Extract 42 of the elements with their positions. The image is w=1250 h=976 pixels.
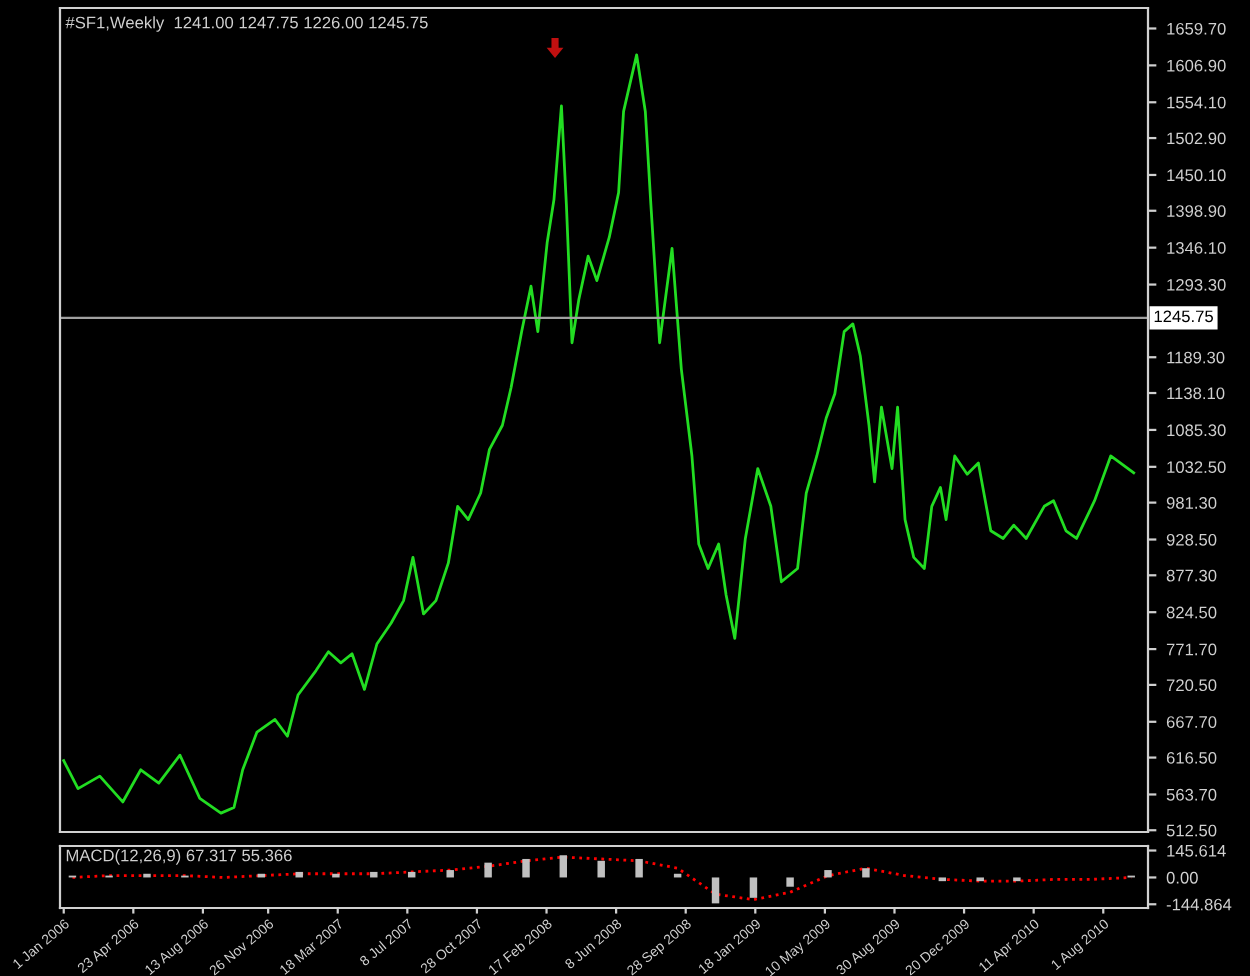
y-tick-label: 720.50: [1166, 679, 1217, 692]
bar: [786, 877, 794, 887]
y-tick-label: 145.614: [1167, 844, 1226, 857]
bar: [522, 858, 530, 878]
ref-line-label: 1245.75: [1154, 310, 1213, 323]
y-tick-label: 1032.50: [1167, 461, 1226, 474]
y-tick-label: 1398.90: [1167, 205, 1226, 217]
y-tick-label: 1346.10: [1167, 242, 1226, 254]
bar: [711, 877, 720, 904]
y-tick-label: 667.70: [1166, 716, 1217, 728]
y-tick-label: 1189.30: [1167, 351, 1225, 364]
y-tick-label: 512.50: [1166, 824, 1217, 837]
y-tick-label: 563.70: [1166, 788, 1217, 801]
chart-title: MACD(12,26,9) 67.317 55.366: [66, 849, 292, 865]
bar: [824, 870, 832, 878]
y-tick-label: 1293.30: [1167, 278, 1226, 291]
y-tick-label: 1138.10: [1167, 387, 1225, 400]
y-tick-label: 928.50: [1166, 533, 1217, 546]
bar: [635, 858, 643, 878]
y-tick-label: -144.864: [1166, 898, 1232, 911]
bar: [862, 868, 870, 878]
y-tick-label: 877.30: [1166, 569, 1217, 582]
y-tick-label: 1659.70: [1167, 22, 1226, 35]
line-series: [62, 53, 1136, 815]
y-tick-label: 1085.30: [1167, 424, 1226, 437]
y-tick-label: 824.50: [1166, 606, 1217, 619]
bar: [749, 877, 758, 898]
y-tick-label: 0.00: [1166, 871, 1198, 884]
bar: [559, 855, 568, 878]
y-tick-label: 616.50: [1166, 751, 1217, 764]
y-tick-label: 771.70: [1166, 643, 1217, 656]
bar: [446, 870, 454, 878]
bar: [295, 871, 303, 878]
chart-title: #SF1,Weekly 1241.00 1247.75 1226.00 1245.75: [65, 16, 428, 32]
y-tick-label: 1450.10: [1167, 169, 1226, 182]
y-tick-label: 981.30: [1166, 497, 1217, 509]
y-tick-label: 1502.90: [1167, 132, 1226, 145]
y-tick-label: 1606.90: [1167, 59, 1226, 72]
bar: [370, 871, 378, 878]
y-tick-label: 1554.10: [1167, 96, 1226, 109]
bar: [484, 862, 492, 878]
bar: [597, 860, 605, 878]
